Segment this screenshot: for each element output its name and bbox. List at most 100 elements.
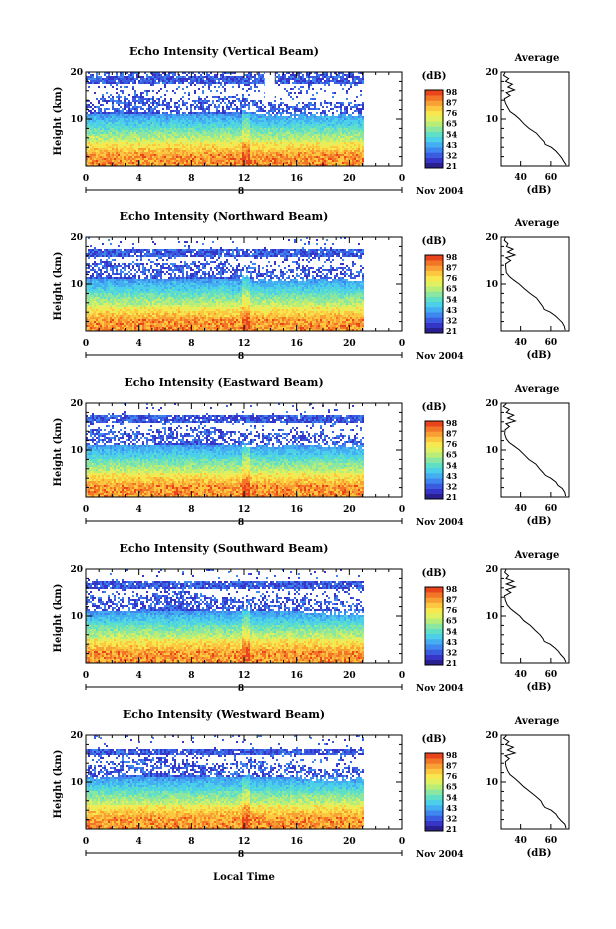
- average-profile-line: [502, 72, 567, 166]
- colorbar-tick-label: 54: [446, 129, 458, 139]
- average-profile-line: [502, 403, 567, 497]
- heatmap-cells: [86, 237, 364, 331]
- colorbar-swatch: [425, 270, 443, 277]
- colorbar-swatch: [425, 452, 443, 458]
- colorbar-swatch: [425, 779, 443, 785]
- colorbar-swatch: [425, 825, 443, 832]
- date-label: Nov 2004: [416, 684, 464, 694]
- colorbar-tick-label: 32: [446, 647, 457, 657]
- colorbar-swatch: [425, 286, 443, 292]
- colorbar-tick-label: 54: [446, 294, 458, 304]
- average-frame: [500, 402, 570, 498]
- y-tick-label: 20: [70, 233, 83, 243]
- average-profile-panel: Average 10 20 40 60 (dB): [485, 53, 570, 196]
- date-label: Nov 2004: [416, 352, 464, 362]
- x-tick-label: 4: [136, 837, 142, 847]
- colorbar-swatch: [425, 95, 443, 101]
- colorbar-swatch: [425, 291, 443, 297]
- avg-x-tick-label: 60: [545, 173, 558, 183]
- x-tick-label: 8: [188, 837, 194, 847]
- colorbar-tick-label: 54: [446, 460, 458, 470]
- x-tick-label: 20: [343, 339, 356, 349]
- colorbar-swatch: [425, 100, 443, 106]
- avg-x-tick-label: 60: [545, 836, 558, 846]
- colorbar-swatch: [425, 618, 443, 624]
- y-tick-label: 20: [70, 731, 83, 741]
- colorbar-tick-label: 65: [446, 119, 457, 129]
- gap-mask: [264, 72, 275, 98]
- beam-panel-1: Echo Intensity (Northward Beam) 10 20 Heigh…: [53, 210, 570, 362]
- colorbar-tick-label: 76: [446, 771, 458, 781]
- colorbar-label: (dB): [422, 568, 447, 579]
- colorbar-swatch: [425, 260, 443, 266]
- colorbar-tick-label: 43: [446, 803, 458, 813]
- avg-y-tick-label: 10: [485, 778, 498, 788]
- avg-x-label: (dB): [527, 516, 552, 527]
- date-label: Nov 2004: [416, 187, 464, 197]
- colorbar-swatch: [425, 659, 443, 666]
- avg-x-tick-label: 40: [514, 836, 527, 846]
- x-tick-label: 0: [399, 339, 405, 349]
- y-tick-label: 10: [70, 446, 83, 456]
- colorbar-swatch: [425, 157, 443, 164]
- colorbar-swatch: [425, 110, 443, 117]
- x-tick-label: 0: [399, 671, 405, 681]
- average-title: Average: [514, 716, 560, 727]
- panel-title: Echo Intensity (Vertical Beam): [129, 45, 319, 58]
- avg-y-tick-label: 20: [485, 399, 498, 409]
- colorbar-swatch: [425, 426, 443, 432]
- beam-panel-3: Echo Intensity (Southward Beam) 10 20 Heigh…: [53, 542, 570, 694]
- colorbar-label: (dB): [422, 734, 447, 745]
- colorbar-label: (dB): [422, 236, 447, 247]
- panel-title: Echo Intensity (Westward Beam): [123, 708, 325, 721]
- x-tick-label: 16: [290, 837, 303, 847]
- heatmap-cells: [86, 72, 364, 166]
- colorbar-swatch: [425, 773, 443, 780]
- colorbar-tick-label: 76: [446, 273, 458, 283]
- colorbar-swatch: [425, 820, 443, 827]
- average-title: Average: [514, 384, 560, 395]
- colorbar-frame: [424, 254, 444, 334]
- local-time-label: Local Time: [213, 872, 275, 883]
- y-axis-label: Height (km): [53, 584, 64, 653]
- colorbar-swatch: [425, 592, 443, 598]
- avg-y-tick-label: 20: [485, 233, 498, 243]
- colorbar-tick-label: 32: [446, 315, 457, 325]
- x-tick-label: 20: [343, 505, 356, 515]
- date-marker: 8: [238, 187, 244, 197]
- x-tick-label: 16: [290, 174, 303, 184]
- colorbar-swatch: [425, 799, 443, 806]
- x-tick-label: 0: [83, 174, 89, 184]
- colorbar-tick-label: 98: [446, 87, 458, 97]
- colorbar-tick-label: 21: [446, 824, 457, 834]
- x-tick-label: 20: [343, 837, 356, 847]
- colorbar-label: (dB): [422, 71, 447, 82]
- date-marker: 8: [238, 352, 244, 362]
- colorbar-swatch: [425, 805, 443, 811]
- colorbar-swatch: [425, 597, 443, 603]
- y-axis-label: Height (km): [53, 750, 64, 819]
- colorbar-swatch: [425, 587, 443, 593]
- colorbar-swatch: [425, 317, 443, 323]
- x-tick-label: 4: [136, 174, 142, 184]
- average-profile-panel: Average 10 20 40 60 (dB): [485, 716, 570, 859]
- x-tick-label: 8: [188, 339, 194, 349]
- avg-x-tick-label: 40: [514, 338, 527, 348]
- colorbar-label: (dB): [422, 402, 447, 413]
- colorbar-swatch: [425, 633, 443, 640]
- x-tick-label: 0: [83, 837, 89, 847]
- colorbar-tick-label: 87: [446, 595, 457, 605]
- colorbar-swatch: [425, 623, 443, 629]
- colorbar-tick-label: 98: [446, 750, 458, 760]
- x-tick-label: 8: [188, 174, 194, 184]
- colorbar-tick-label: 65: [446, 450, 457, 460]
- y-axis-label: Height (km): [53, 252, 64, 321]
- colorbar-swatch: [425, 327, 443, 334]
- y-axis-label: Height (km): [53, 418, 64, 487]
- colorbar-tick-label: 21: [446, 492, 457, 502]
- colorbar-swatch: [425, 162, 443, 169]
- panel-title: Echo Intensity (Southward Beam): [120, 542, 329, 555]
- colorbar-tick-label: 21: [446, 161, 457, 171]
- avg-x-label: (dB): [527, 185, 552, 196]
